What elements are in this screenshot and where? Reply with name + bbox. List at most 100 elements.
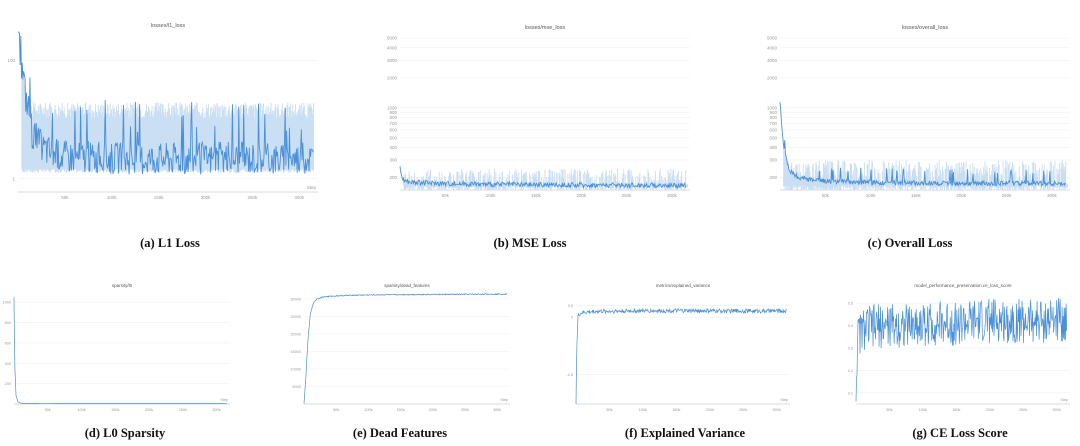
y-tick-label: 500: [769, 135, 777, 140]
y-tick-label: 2000: [767, 75, 778, 80]
y-tick-label: 0.2: [848, 369, 853, 373]
y-tick-label: 1000: [767, 105, 778, 110]
x-tick-label: 50k: [333, 408, 339, 412]
chart-panel-mse: losses/mse_loss 200 300 400 500 600 700 800 900 1…: [360, 20, 700, 200]
series-line: [13, 297, 227, 404]
x-tick-label: 300k: [1053, 408, 1061, 412]
chart-mse: losses/mse_loss2003004005006007008009001…: [387, 25, 690, 198]
x-axis-label: Step: [307, 185, 317, 190]
chart-title: metrics/explained_variance: [656, 283, 711, 288]
x-tick-label: 300k: [212, 408, 220, 412]
x-tick-label: 150k: [111, 408, 119, 412]
caption-l0: (d) L0 Sparsity: [84, 426, 166, 440]
x-tick-label: 100k: [866, 193, 877, 198]
y-tick-label: 800: [5, 321, 11, 325]
series-line: [855, 298, 1068, 402]
x-tick-label: 100k: [77, 408, 85, 412]
chart-title: sparsity/l0: [112, 283, 133, 288]
y-tick-label: 900: [769, 110, 777, 115]
x-tick-label: 300k: [1047, 193, 1058, 198]
y-tick-label: 30000: [290, 298, 301, 302]
x-tick-label: 200k: [576, 193, 587, 198]
x-tick-label: 100k: [486, 193, 497, 198]
x-axis-label: Step: [1060, 398, 1068, 402]
caption-overall: (c) Overall Loss: [867, 236, 953, 250]
y-tick-label: 10000: [290, 368, 301, 372]
y-tick-label: 1000: [387, 105, 398, 110]
x-tick-label: 200k: [145, 408, 153, 412]
x-tick-label: 150k: [396, 408, 404, 412]
x-tick-label: 200k: [706, 408, 714, 412]
chart-title: model_performance_preservation.ce_loss_s…: [914, 283, 1012, 288]
x-tick-label: 200k: [201, 195, 212, 200]
y-tick-label: 600: [389, 127, 397, 132]
chart-panel-overall: losses/overall_loss 200 300 400 500 600 700 800…: [740, 20, 1080, 200]
y-tick-label: 0.5: [848, 302, 853, 306]
x-tick-label: 50k: [606, 408, 612, 412]
y-tick-label: 0.1: [848, 391, 853, 395]
y-tick-label: 0.3: [848, 347, 853, 351]
y-tick-label: 100: [7, 58, 15, 63]
y-tick-label: 200: [769, 175, 777, 180]
x-tick-label: 50k: [886, 408, 892, 412]
x-tick-label: 250k: [622, 193, 633, 198]
x-tick-label: 300k: [773, 408, 781, 412]
y-tick-label: 600: [5, 341, 11, 345]
y-tick-label: 900: [389, 110, 397, 115]
y-tick-label: 4000: [387, 45, 398, 50]
y-tick-label: 800: [769, 115, 777, 120]
y-tick-label: 300: [769, 157, 777, 162]
x-tick-label: 150k: [531, 193, 542, 198]
y-tick-label: 700: [769, 121, 777, 126]
variance-band: [21, 67, 315, 173]
chart-title: losses/l1_loss: [151, 23, 185, 29]
x-tick-label: 250k: [179, 408, 187, 412]
series-line: [399, 166, 686, 190]
y-tick-label: -2.5: [566, 373, 573, 377]
y-tick-label: 600: [769, 127, 777, 132]
y-tick-label: 200: [5, 382, 11, 386]
chart-title: losses/overall_loss: [902, 25, 948, 31]
y-tick-label: 0.5: [568, 304, 573, 308]
chart-title: losses/mse_loss: [525, 25, 566, 31]
caption-ce: (g) CE Loss Score: [912, 426, 1008, 440]
chart-overall: losses/overall_loss 200 300 400 500 600700800…: [767, 25, 1070, 198]
x-tick-label: 300k: [493, 408, 501, 412]
chart-panel-ce: model_performance_preservation.ce_loss_s…: [840, 278, 1080, 412]
x-tick-label: 50k: [45, 408, 51, 412]
y-tick-label: 0.4: [848, 324, 853, 328]
chart-panel-l1: losses/l1_loss 1 100 50k 100k 150k 200k 250k 300…: [0, 10, 330, 200]
chart-l0: sparsity/l0 200 400 600 800 1000 50k 100k 150k 20…: [3, 283, 230, 412]
y-tick-label: 0: [571, 316, 573, 320]
x-tick-label: 250k: [1002, 193, 1013, 198]
chart-panel-ev: metrics/explained_variance -2.5 0 0.5 50k 100…: [560, 278, 800, 412]
x-tick-label: 150k: [952, 408, 960, 412]
x-tick-label: 100k: [364, 408, 372, 412]
y-tick-label: 20000: [290, 333, 301, 337]
caption-ev: (f) Explained Variance: [624, 426, 746, 440]
x-tick-label: 150k: [154, 195, 165, 200]
x-tick-label: 300k: [294, 195, 305, 200]
x-tick-label: 150k: [672, 408, 680, 412]
x-tick-label: 50k: [822, 193, 830, 198]
caption-mse: (b) MSE Loss: [493, 236, 567, 250]
y-tick-label: 700: [389, 121, 397, 126]
y-tick-label: 25000: [290, 315, 301, 319]
y-tick-label: 1000: [3, 301, 11, 305]
series-line: [18, 31, 314, 175]
y-tick-label: 4000: [767, 45, 778, 50]
y-tick-label: 400: [769, 145, 777, 150]
y-tick-label: 2000: [387, 75, 398, 80]
series-line: [779, 102, 1066, 188]
y-tick-label: 3000: [767, 58, 778, 63]
x-tick-label: 250k: [739, 408, 747, 412]
chart-dead: sparsity/dead_features 5000 10000 15000 2000…: [290, 283, 510, 412]
y-tick-label: 800: [389, 115, 397, 120]
x-tick-label: 200k: [986, 408, 994, 412]
x-tick-label: 100k: [107, 195, 118, 200]
x-tick-label: 300k: [667, 193, 678, 198]
caption-l1: (a) L1 Loss: [140, 236, 200, 250]
y-tick-label: 15000: [290, 350, 301, 354]
x-tick-label: 200k: [429, 408, 437, 412]
x-tick-label: 100k: [919, 408, 927, 412]
